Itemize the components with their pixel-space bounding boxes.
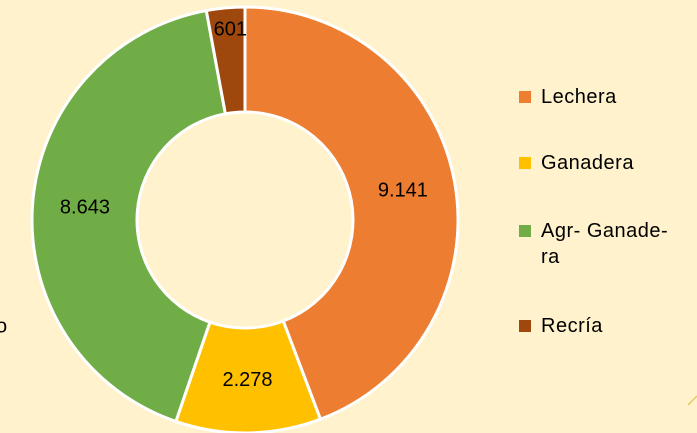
legend-swatch — [519, 157, 531, 169]
slice — [204, 5, 247, 116]
slice — [243, 5, 460, 422]
cropped-text: o — [0, 315, 7, 337]
data-label: 601 — [214, 18, 247, 40]
legend-item: Recría — [519, 313, 603, 339]
data-label: 2.278 — [222, 369, 272, 391]
legend-label: Agr- Ganade- ra — [541, 220, 669, 268]
legend-label: Recría — [541, 315, 603, 337]
legend-swatch — [519, 225, 531, 237]
legend-label: Ganadera — [541, 152, 634, 174]
legend-label: Lechera — [541, 86, 617, 108]
decoration — [687, 395, 697, 406]
legend-item: Lechera — [519, 84, 617, 110]
legend-swatch — [519, 320, 531, 332]
slice — [30, 8, 228, 424]
data-label: 8.643 — [60, 196, 110, 218]
legend-swatch — [519, 91, 531, 103]
data-label: 9.141 — [378, 179, 428, 201]
legend-item: Ganadera — [519, 150, 634, 176]
legend-item: Agr- Ganade- ra — [519, 218, 668, 270]
